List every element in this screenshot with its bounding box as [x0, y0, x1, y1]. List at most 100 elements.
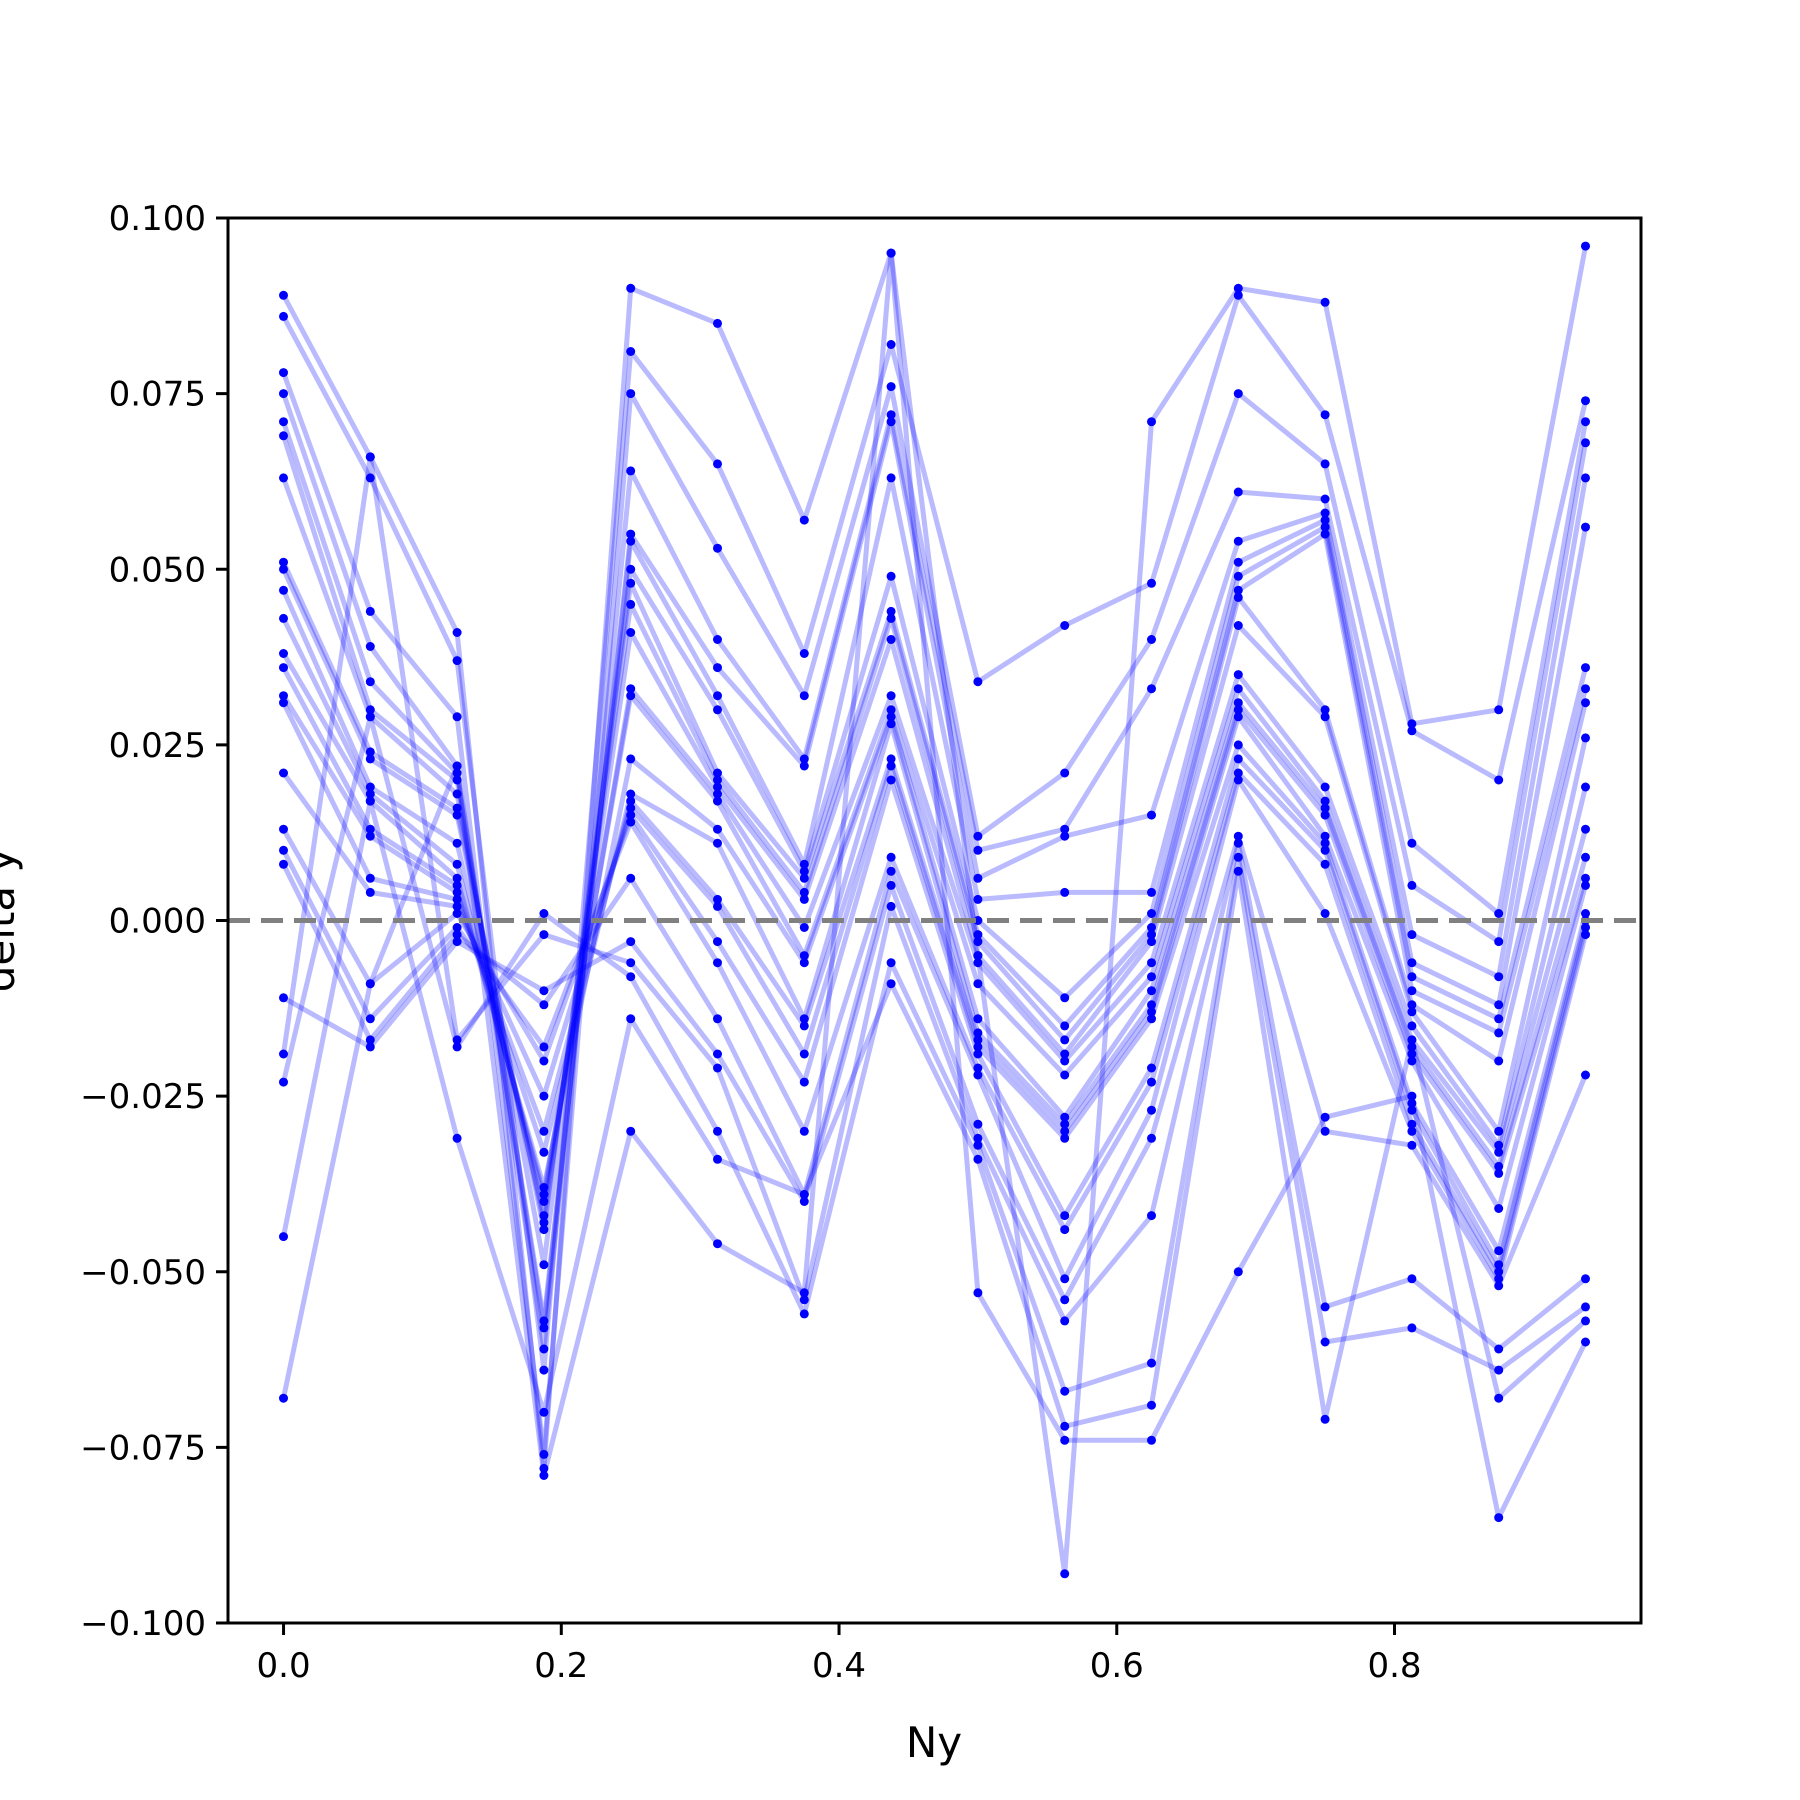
data-point	[539, 1091, 549, 1101]
data-point	[1060, 1569, 1070, 1579]
data-point	[626, 972, 636, 982]
data-point	[452, 775, 462, 785]
data-point	[713, 894, 722, 904]
data-point	[799, 1309, 809, 1319]
data-point	[1494, 1028, 1504, 1038]
data-point	[1581, 880, 1590, 890]
data-point	[973, 1140, 983, 1150]
data-point	[713, 705, 722, 715]
data-point	[365, 452, 375, 462]
data-point	[713, 1014, 722, 1024]
data-point	[1581, 733, 1590, 743]
data-point	[1407, 1091, 1417, 1101]
data-point	[886, 340, 896, 349]
series-13	[279, 663, 1590, 1192]
data-point	[1233, 775, 1243, 785]
data-point	[1147, 972, 1156, 982]
data-point	[279, 473, 288, 483]
data-point	[1320, 831, 1330, 841]
y-tick-label: 0.000	[109, 902, 206, 942]
series-line	[282, 833, 1588, 1303]
series-1	[279, 241, 1590, 1579]
data-point	[1060, 887, 1070, 897]
data-point	[886, 852, 896, 862]
data-point	[713, 1063, 722, 1073]
series-5	[279, 417, 1590, 1333]
series-line	[281, 250, 1588, 1521]
data-point	[539, 1463, 549, 1473]
data-point	[279, 1049, 288, 1059]
data-point	[1147, 578, 1156, 588]
series-20	[279, 831, 1590, 1305]
data-point	[1233, 768, 1243, 778]
series-line	[281, 756, 1588, 1268]
data-point	[799, 887, 809, 897]
data-point	[1147, 810, 1156, 820]
data-point	[626, 803, 636, 813]
data-point	[1581, 438, 1590, 448]
data-point	[1233, 1267, 1243, 1277]
data-point	[365, 754, 375, 764]
data-point	[1494, 1267, 1504, 1277]
data-point	[799, 1190, 809, 1199]
data-point	[279, 845, 288, 855]
series-line	[281, 531, 1588, 1233]
series-line	[281, 245, 1588, 1577]
data-point	[1407, 726, 1417, 736]
data-point	[539, 1126, 549, 1136]
data-point	[1060, 824, 1070, 834]
data-point	[1407, 958, 1417, 968]
data-point	[1581, 473, 1590, 483]
data-point	[973, 951, 983, 961]
data-point	[279, 663, 288, 673]
data-point	[799, 761, 809, 771]
data-point	[1233, 557, 1243, 567]
data-point	[1147, 1400, 1156, 1410]
data-point	[1581, 852, 1590, 862]
data-point	[1060, 1386, 1070, 1396]
data-point	[626, 754, 636, 764]
data-point	[1407, 1119, 1417, 1129]
data-point	[799, 649, 809, 658]
data-point	[973, 831, 983, 841]
data-point	[1233, 487, 1243, 497]
series-2	[279, 290, 1590, 1375]
series-line	[281, 742, 1588, 1254]
data-point	[1320, 529, 1330, 539]
data-point	[365, 873, 375, 883]
data-point	[799, 754, 809, 764]
data-point	[1233, 670, 1243, 680]
data-point	[626, 389, 636, 399]
x-tick-label: 0.2	[534, 1646, 588, 1686]
data-point	[365, 1014, 375, 1024]
data-point	[1407, 838, 1417, 848]
data-point	[973, 873, 983, 883]
data-point	[539, 1471, 549, 1480]
data-point	[1233, 621, 1243, 630]
data-point	[626, 1126, 636, 1136]
data-point	[1581, 1070, 1590, 1080]
data-point	[626, 536, 636, 546]
data-point	[1233, 389, 1243, 399]
data-point	[1147, 1007, 1156, 1017]
data-point	[1233, 712, 1243, 722]
data-point	[713, 663, 722, 673]
data-point	[365, 642, 375, 651]
data-point	[713, 789, 722, 799]
data-point	[452, 838, 462, 848]
data-point	[973, 1063, 983, 1073]
series-line	[281, 798, 1588, 1429]
data-point	[1320, 909, 1330, 918]
data-point	[1233, 592, 1243, 602]
data-point	[1494, 1140, 1504, 1150]
series-3	[279, 368, 1590, 1459]
data-point	[886, 958, 896, 968]
data-point	[886, 571, 896, 581]
data-point	[1147, 684, 1156, 694]
data-point	[1494, 1126, 1504, 1136]
series-line	[281, 568, 1588, 1226]
series-19	[279, 775, 1590, 1284]
data-point	[279, 368, 288, 378]
data-point	[973, 1133, 983, 1143]
data-point	[1407, 1042, 1417, 1052]
